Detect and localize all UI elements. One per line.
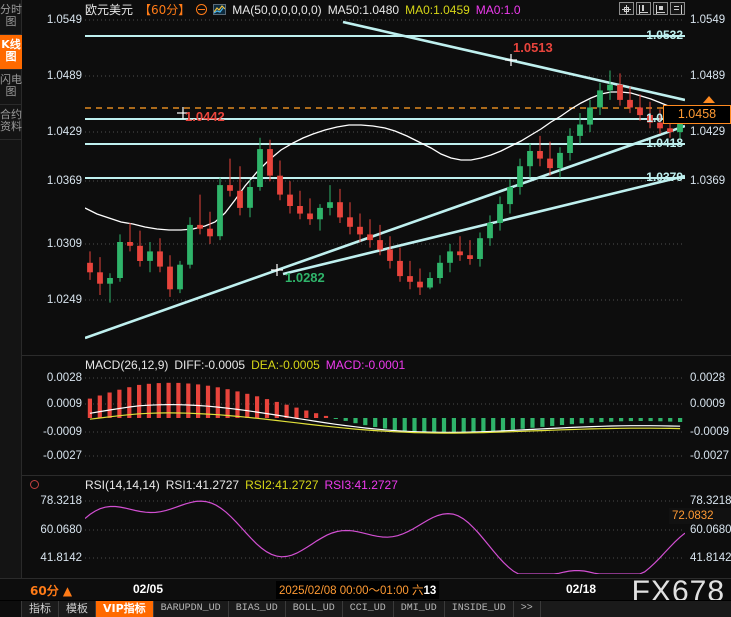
rsi-axis-right-tick-0: 78.3218 bbox=[690, 495, 731, 507]
indicator-chart-icon[interactable] bbox=[213, 4, 227, 15]
rsi-axis-left-tick-2: 41.8142 bbox=[40, 552, 82, 564]
expand-right-icon[interactable] bbox=[653, 2, 668, 15]
cursor-datetime-label: 2025/02/08 00:00～01:00 六13 bbox=[276, 581, 440, 599]
price-axis-left-tick-5: 1.0249 bbox=[46, 294, 82, 306]
time-tick-1: 02/18 bbox=[566, 582, 597, 596]
rsi-axis-left-tick-1: 60.0680 bbox=[40, 524, 82, 536]
macd-plot[interactable] bbox=[85, 364, 685, 471]
macd-axis-left-tick-1: 0.0009 bbox=[46, 398, 82, 410]
scroll-to-end-icon[interactable] bbox=[670, 2, 685, 15]
macd-chart-svg bbox=[85, 377, 685, 457]
left-sidebar: 分时图 K线图 闪电图 合约资料 bbox=[0, 0, 22, 600]
rsi-panel[interactable]: RSI(14,14,14) RSI1:41.2727 RSI2:41.2727 RSI… bbox=[22, 475, 731, 578]
macd-dea-value: DEA:-0.0005 bbox=[251, 358, 320, 372]
rsi-alert-dot-icon bbox=[30, 480, 39, 489]
period-label[interactable]: 【60分】 bbox=[139, 3, 191, 17]
price-axis-right-tick-3: 1.0369 bbox=[690, 175, 726, 187]
price-axis-left-tick-4: 1.0309 bbox=[46, 238, 82, 250]
toolbar-item-bias-ud[interactable]: BIAS_UD bbox=[229, 601, 286, 617]
ma-params-label: MA(50,0,0,0,0,0) bbox=[232, 3, 322, 17]
rsi-axis-right-tick-1: 60.0680 bbox=[690, 524, 731, 536]
price-panel[interactable]: 欧元美元 【60分】 MA(50,0,0,0,0,0) MA50:1.0480 MA0:… bbox=[22, 0, 731, 355]
macd-axis-left-tick-3: -0.0027 bbox=[42, 450, 82, 462]
level-label-0: 1.0532 bbox=[646, 28, 683, 42]
sidebar-label-2: 闪电图 bbox=[0, 73, 22, 98]
macd-axis-right-tick-1: 0.0009 bbox=[690, 398, 726, 410]
toolbar-item-more[interactable]: >> bbox=[514, 601, 541, 617]
current-price-tag[interactable]: 1.0458 bbox=[663, 105, 731, 124]
macd-diff-value: DIFF:-0.0005 bbox=[174, 358, 246, 372]
chart-tool-buttons[interactable] bbox=[619, 2, 685, 15]
sidebar-label-1: K线图 bbox=[1, 38, 21, 63]
price-plot[interactable]: 1.0532 1.0445 1.0418 1.0379 1.0513 1.044… bbox=[85, 8, 685, 349]
time-axis-strip[interactable]: 60分 ▲ 02/05 02/18 2025/02/08 00:00～01:00… bbox=[0, 575, 731, 608]
rsi3-value: RSI3:41.2727 bbox=[324, 478, 398, 492]
time-tick-0: 02/05 bbox=[133, 582, 164, 596]
sidebar-item-contract[interactable]: 合约资料 bbox=[0, 105, 22, 140]
rsi-axis-left-tick-0: 78.3218 bbox=[40, 495, 82, 507]
cursor-datetime-text: 2025/02/08 00:00～01:00 六 bbox=[279, 585, 424, 597]
rsi-axis-right-tick-2: 41.8142 bbox=[690, 552, 731, 564]
cursor-index: 13 bbox=[423, 585, 437, 597]
price-axis-right-tick-2: 1.0429 bbox=[690, 126, 726, 138]
price-axis-left-tick-1: 1.0489 bbox=[46, 70, 82, 82]
toolbar-spacer bbox=[541, 601, 731, 617]
macd-axis-right-tick-2: -0.0009 bbox=[690, 426, 730, 438]
rsi2-value: RSI2:41.2727 bbox=[245, 478, 319, 492]
toolbar-item-dmi-ud[interactable]: DMI_UD bbox=[394, 601, 445, 617]
annotation-high-2: 1.0442 bbox=[185, 109, 225, 124]
macd-panel-legend: MACD(26,12,9) DIFF:-0.0005 DEA:-0.0005 MACD… bbox=[85, 358, 405, 372]
ma50-value: MA50:1.0480 bbox=[327, 3, 400, 17]
toolbar-item-inside-ud[interactable]: INSIDE_UD bbox=[445, 601, 514, 617]
toolbar-item-barupdn-ud[interactable]: BARUPDN_UD bbox=[154, 601, 229, 617]
price-axis-right-tick-0: 1.0549 bbox=[690, 14, 726, 26]
sidebar-item-kline[interactable]: K线图 bbox=[0, 35, 22, 70]
macd-panel[interactable]: MACD(26,12,9) DIFF:-0.0005 DEA:-0.0005 MACD… bbox=[22, 355, 731, 475]
macd-axis-right-tick-3: -0.0027 bbox=[690, 450, 730, 462]
macd-hist-value: MACD:-0.0001 bbox=[325, 358, 406, 372]
level-label-3: 1.0379 bbox=[646, 170, 683, 184]
annotation-low-1: 1.0282 bbox=[285, 270, 325, 285]
rsi-panel-legend: RSI(14,14,14) RSI1:41.2727 RSI2:41.2727 RSI… bbox=[85, 478, 398, 492]
rsi1-value: RSI1:41.2727 bbox=[165, 478, 240, 492]
toolbar-item-indicators[interactable]: 指标 bbox=[22, 601, 59, 617]
price-panel-legend: 欧元美元 【60分】 MA(50,0,0,0,0,0) MA50:1.0480 MA0:… bbox=[85, 1, 521, 18]
toolbar-lead-spacer bbox=[0, 601, 22, 617]
price-axis-left-tick-2: 1.0429 bbox=[46, 126, 82, 138]
price-axis-left-tick-0: 1.0549 bbox=[46, 14, 82, 26]
macd-axis-left-tick-2: -0.0009 bbox=[42, 426, 82, 438]
rsi-params-label: RSI(14,14,14) bbox=[85, 478, 160, 492]
symbol-name[interactable]: 欧元美元 bbox=[85, 3, 134, 17]
chart-area[interactable]: 欧元美元 【60分】 MA(50,0,0,0,0,0) MA50:1.0480 MA0:… bbox=[22, 0, 731, 600]
annotation-high-1: 1.0513 bbox=[513, 40, 553, 55]
toolbar-item-boll-ud[interactable]: BOLL_UD bbox=[286, 601, 343, 617]
sidebar-item-timeline[interactable]: 分时图 bbox=[0, 0, 22, 35]
rsi-plot[interactable] bbox=[85, 484, 685, 574]
sidebar-item-lightning[interactable]: 闪电图 bbox=[0, 70, 22, 105]
toolbar-item-cci-ud[interactable]: CCI_UD bbox=[343, 601, 394, 617]
rsi-current-value-tag[interactable]: 72.0832 bbox=[669, 508, 731, 524]
settings-circle-icon[interactable] bbox=[196, 4, 208, 15]
level-label-2: 1.0418 bbox=[646, 136, 683, 150]
macd-axis-right-tick-0: 0.0028 bbox=[690, 372, 726, 384]
price-chart-svg bbox=[85, 19, 685, 340]
sidebar-label-0: 分时图 bbox=[0, 3, 22, 28]
align-left-axis-icon[interactable] bbox=[636, 2, 651, 15]
crosshair-move-icon[interactable] bbox=[619, 2, 634, 15]
ma0-value-a: MA0:1.0459 bbox=[405, 3, 470, 17]
bottom-toolbar[interactable]: 指标 模板 VIP指标 BARUPDN_UD BIAS_UD BOLL_UD C… bbox=[0, 600, 731, 617]
toolbar-item-vip-indicators[interactable]: VIP指标 bbox=[96, 601, 154, 617]
price-axis-right-tick-1: 1.0489 bbox=[690, 70, 726, 82]
sidebar-label-3: 合约资料 bbox=[0, 108, 22, 133]
current-price-arrow-icon bbox=[703, 96, 715, 103]
macd-params-label: MACD(26,12,9) bbox=[85, 358, 169, 372]
toolbar-item-templates[interactable]: 模板 bbox=[59, 601, 96, 617]
ma0-value-b: MA0:1.0 bbox=[475, 3, 521, 17]
timeframe-badge[interactable]: 60分 ▲ bbox=[30, 584, 73, 598]
macd-axis-left-tick-0: 0.0028 bbox=[46, 372, 82, 384]
price-axis-left-tick-3: 1.0369 bbox=[46, 175, 82, 187]
rsi-chart-svg bbox=[85, 500, 685, 574]
